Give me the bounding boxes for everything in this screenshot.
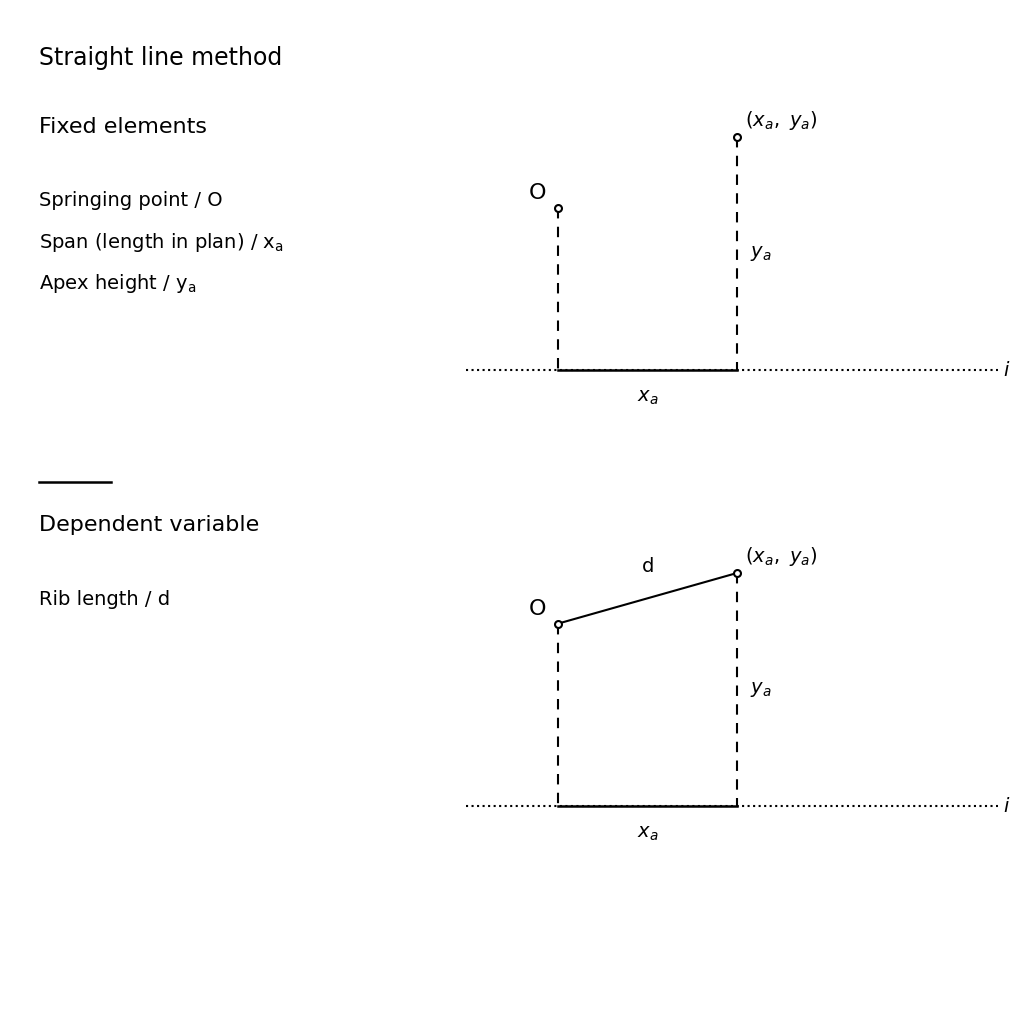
Text: d: d: [641, 557, 654, 576]
Text: O: O: [528, 598, 546, 619]
Text: Straight line method: Straight line method: [39, 46, 283, 70]
Text: Rib length / d: Rib length / d: [39, 590, 170, 609]
Text: Dependent variable: Dependent variable: [39, 515, 259, 535]
Text: O: O: [528, 183, 546, 203]
Text: Span (length in plan) / $\mathregular{x_a}$: Span (length in plan) / $\mathregular{x_…: [39, 231, 284, 255]
Text: Apex height / $\mathregular{y_a}$: Apex height / $\mathregular{y_a}$: [39, 272, 197, 295]
Text: $(x_a,\ y_a)$: $(x_a,\ y_a)$: [745, 545, 818, 568]
Text: i: i: [1004, 361, 1009, 379]
Text: $(x_a,\ y_a)$: $(x_a,\ y_a)$: [745, 108, 818, 132]
Text: $x_a$: $x_a$: [637, 824, 658, 844]
Text: Fixed elements: Fixed elements: [39, 117, 207, 137]
Text: i: i: [1004, 797, 1009, 815]
Text: $y_a$: $y_a$: [750, 244, 771, 263]
Text: Springing point / O: Springing point / O: [39, 191, 222, 210]
Text: $y_a$: $y_a$: [750, 680, 771, 699]
Text: $x_a$: $x_a$: [637, 388, 658, 408]
